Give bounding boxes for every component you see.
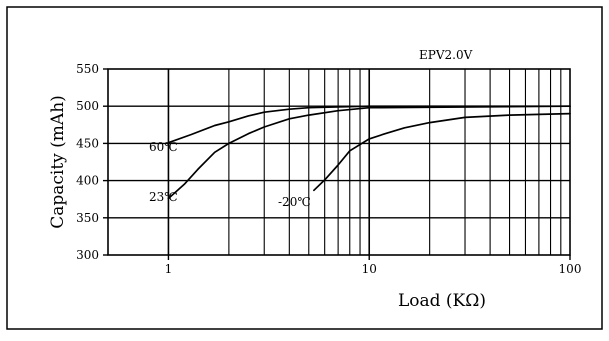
x-tick-label: 10 (362, 262, 377, 276)
series-label-minus20c: -20℃ (278, 195, 311, 209)
x-tick-label: 100 (559, 262, 582, 276)
y-tick-label: 300 (76, 248, 99, 262)
curves (167, 105, 571, 200)
x-tick-label: 1 (165, 262, 173, 276)
y-tick-labels: 300 350 400 450 500 550 (76, 62, 99, 262)
outer-border (6, 6, 603, 330)
y-tick-label: 350 (76, 211, 99, 225)
y-tick-label: 450 (76, 136, 99, 150)
series-line-23c (167, 105, 571, 200)
series-label-23c: 23℃ (149, 190, 178, 204)
x-tick-labels: 1 10 100 (165, 262, 582, 276)
y-tick-label: 500 (76, 99, 99, 113)
chart-annotation: EPV2.0V (419, 48, 473, 62)
y-tick-label: 550 (76, 62, 99, 76)
grid (103, 68, 571, 260)
series-label-60c: 60℃ (149, 140, 178, 154)
x-axis-label: Load (KΩ) (398, 291, 486, 311)
y-axis-label: Capacity (mAh) (48, 95, 68, 229)
series-line-60c (167, 105, 571, 144)
plot-border (107, 68, 571, 256)
y-tick-label: 400 (76, 174, 99, 188)
series-line-minus20c (313, 112, 571, 192)
